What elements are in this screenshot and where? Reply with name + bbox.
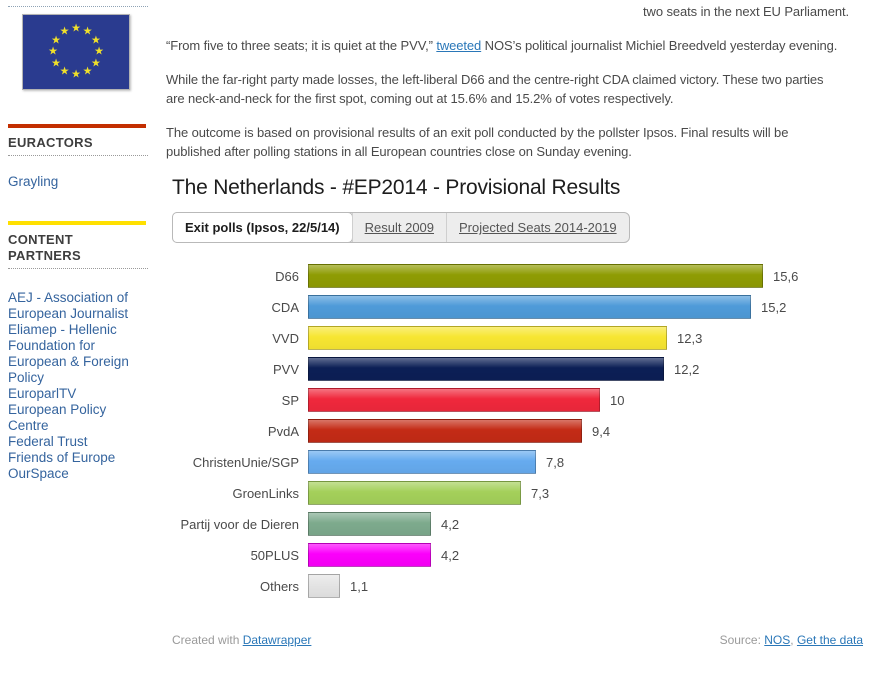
created-with-text: Created with	[172, 633, 243, 647]
bar-value: 4,2	[441, 516, 460, 532]
bar	[308, 419, 582, 443]
bar-value: 7,3	[531, 485, 550, 501]
eu-star-icon: ★	[59, 65, 70, 78]
bar-label: CDA	[271, 299, 299, 315]
chart-row: CDA 15,2	[172, 295, 863, 319]
bar	[308, 574, 340, 598]
bar-label: GroenLinks	[232, 485, 299, 501]
datawrapper-chart: The Netherlands - #EP2014 - Provisional …	[166, 175, 863, 650]
eu-star-icon: ★	[71, 22, 81, 35]
chart-row: VVD 12,3	[172, 326, 863, 350]
paragraph-tail: two seats in the next EU Parliament.	[643, 4, 849, 19]
bar	[308, 295, 751, 319]
bar-label: D66	[275, 268, 299, 284]
chart-row: 50PLUS 4,2	[172, 543, 863, 567]
content-partner-link[interactable]: AEJ - Association of European Journalist	[8, 290, 129, 321]
eu-star-icon: ★	[59, 25, 70, 38]
partners-divider	[8, 268, 148, 269]
chart-footer: Created with Datawrapper Source: NOS, Ge…	[172, 631, 863, 650]
bar	[308, 543, 431, 567]
bar	[308, 388, 600, 412]
bar-label: SP	[281, 392, 299, 408]
eu-star-icon: ★	[48, 45, 58, 58]
chart-row: PvdA 9,4	[172, 419, 863, 443]
content-partners-heading: CONTENT PARTNERS	[8, 232, 81, 263]
chart-tab-1[interactable]: Exit polls (Ipsos, 22/5/14)	[172, 212, 353, 243]
bar	[308, 326, 667, 350]
chart-tab-2[interactable]: Result 2009	[351, 213, 446, 242]
euractors-heading: EURACTORS	[8, 135, 93, 150]
quote-paragraph: “From five to three seats; it is quiet a…	[166, 36, 863, 55]
bar-value: 12,3	[677, 330, 703, 346]
content-partner-link[interactable]: EuroparlTV	[8, 386, 77, 401]
bar	[308, 450, 536, 474]
source-separator: ,	[790, 633, 797, 647]
euractors-accent-bar	[8, 124, 146, 128]
tweeted-link[interactable]: tweeted	[436, 38, 482, 53]
bar-label: PVV	[272, 361, 299, 377]
content-partner-link[interactable]: Eliamep - Hellenic Foundation for Europe…	[8, 322, 129, 385]
quote-text-before: “From five to three seats; it is quiet a…	[166, 38, 437, 53]
bar-label: ChristenUnie/SGP	[192, 454, 299, 470]
bar-value: 15,2	[761, 299, 787, 315]
bar	[308, 481, 521, 505]
source-nos-link[interactable]: NOS	[764, 633, 791, 647]
chart-row: PVV 12,2	[172, 357, 863, 381]
chart-rows: D66 15,6 CDA 15,2 VVD 12,3 PVV 12,2 SP 10 PvdA 9,4 C…	[172, 264, 863, 598]
eu-star-icon: ★	[71, 68, 81, 81]
eu-star-icon: ★	[51, 57, 62, 69]
sidebar: ★ ★ ★ ★ ★ ★ ★ ★ ★ ★ ★ ★ EURACTORS Grayling CONTENT …	[8, 6, 148, 482]
sidebar-link-grayling[interactable]: Grayling	[8, 174, 59, 189]
sidebar-top-divider	[8, 6, 148, 7]
eu-star-icon: ★	[51, 34, 62, 46]
content-partner-link[interactable]: European Policy Centre	[8, 402, 107, 433]
bar-label: Partij voor de Dieren	[180, 516, 300, 532]
bar-value: 1,1	[350, 578, 369, 594]
content-partner-link[interactable]: OurSpace	[8, 466, 69, 481]
chart-row: ChristenUnie/SGP 7,8	[172, 450, 863, 474]
bar-label: VVD	[272, 330, 299, 346]
bar	[308, 512, 431, 536]
chart-title: The Netherlands - #EP2014 - Provisional …	[172, 176, 621, 199]
bar	[308, 357, 664, 381]
bar-label: PvdA	[267, 423, 299, 439]
bar-value: 4,2	[441, 547, 460, 563]
bar-label: 50PLUS	[250, 547, 299, 563]
chart-tab-3[interactable]: Projected Seats 2014-2019	[446, 213, 629, 242]
eu-star-icon: ★	[90, 57, 101, 69]
datawrapper-link[interactable]: Datawrapper	[242, 633, 312, 647]
chart-row: Partij voor de Dieren 4,2	[172, 512, 863, 536]
bar-value: 12,2	[674, 361, 700, 377]
get-the-data-link[interactable]: Get the data	[796, 633, 863, 647]
source-line: Source: NOS, Get the data	[720, 631, 863, 650]
partners-accent-bar	[8, 221, 146, 225]
article-body: two seats in the next EU Parliament. “Fr…	[166, 2, 863, 650]
chart-row: GroenLinks 7,3	[172, 481, 863, 505]
content-partner-link[interactable]: Friends of Europe	[8, 450, 116, 465]
analysis-paragraph: While the far-right party made losses, t…	[166, 72, 824, 106]
bar-value: 7,8	[546, 454, 565, 470]
bar-value: 10	[610, 392, 625, 408]
outcome-paragraph: The outcome is based on provisional resu…	[166, 125, 789, 159]
euractors-divider	[8, 155, 148, 156]
eu-star-icon: ★	[82, 65, 93, 78]
bar-label: Others	[259, 578, 299, 594]
source-text: Source:	[719, 633, 765, 647]
eu-star-icon: ★	[94, 45, 104, 58]
chart-row: Others 1,1	[172, 574, 863, 598]
chart-tabbar: Exit polls (Ipsos, 22/5/14) Result 2009 Pr…	[172, 212, 630, 243]
created-with: Created with Datawrapper	[172, 631, 311, 650]
chart-row: D66 15,6	[172, 264, 863, 288]
bar	[308, 264, 763, 288]
eu-star-icon: ★	[90, 34, 101, 46]
content-partners-list: AEJ - Association of European Journalist…	[8, 290, 148, 482]
eu-flag-logo[interactable]: ★ ★ ★ ★ ★ ★ ★ ★ ★ ★ ★ ★	[22, 14, 130, 90]
eu-star-icon: ★	[82, 25, 93, 38]
bar-value: 15,6	[773, 268, 799, 284]
quote-text-after: NOS’s political journalist Michiel Breed…	[481, 38, 838, 53]
chart-row: SP 10	[172, 388, 863, 412]
content-partner-link[interactable]: Federal Trust	[8, 434, 88, 449]
bar-value: 9,4	[592, 423, 611, 439]
